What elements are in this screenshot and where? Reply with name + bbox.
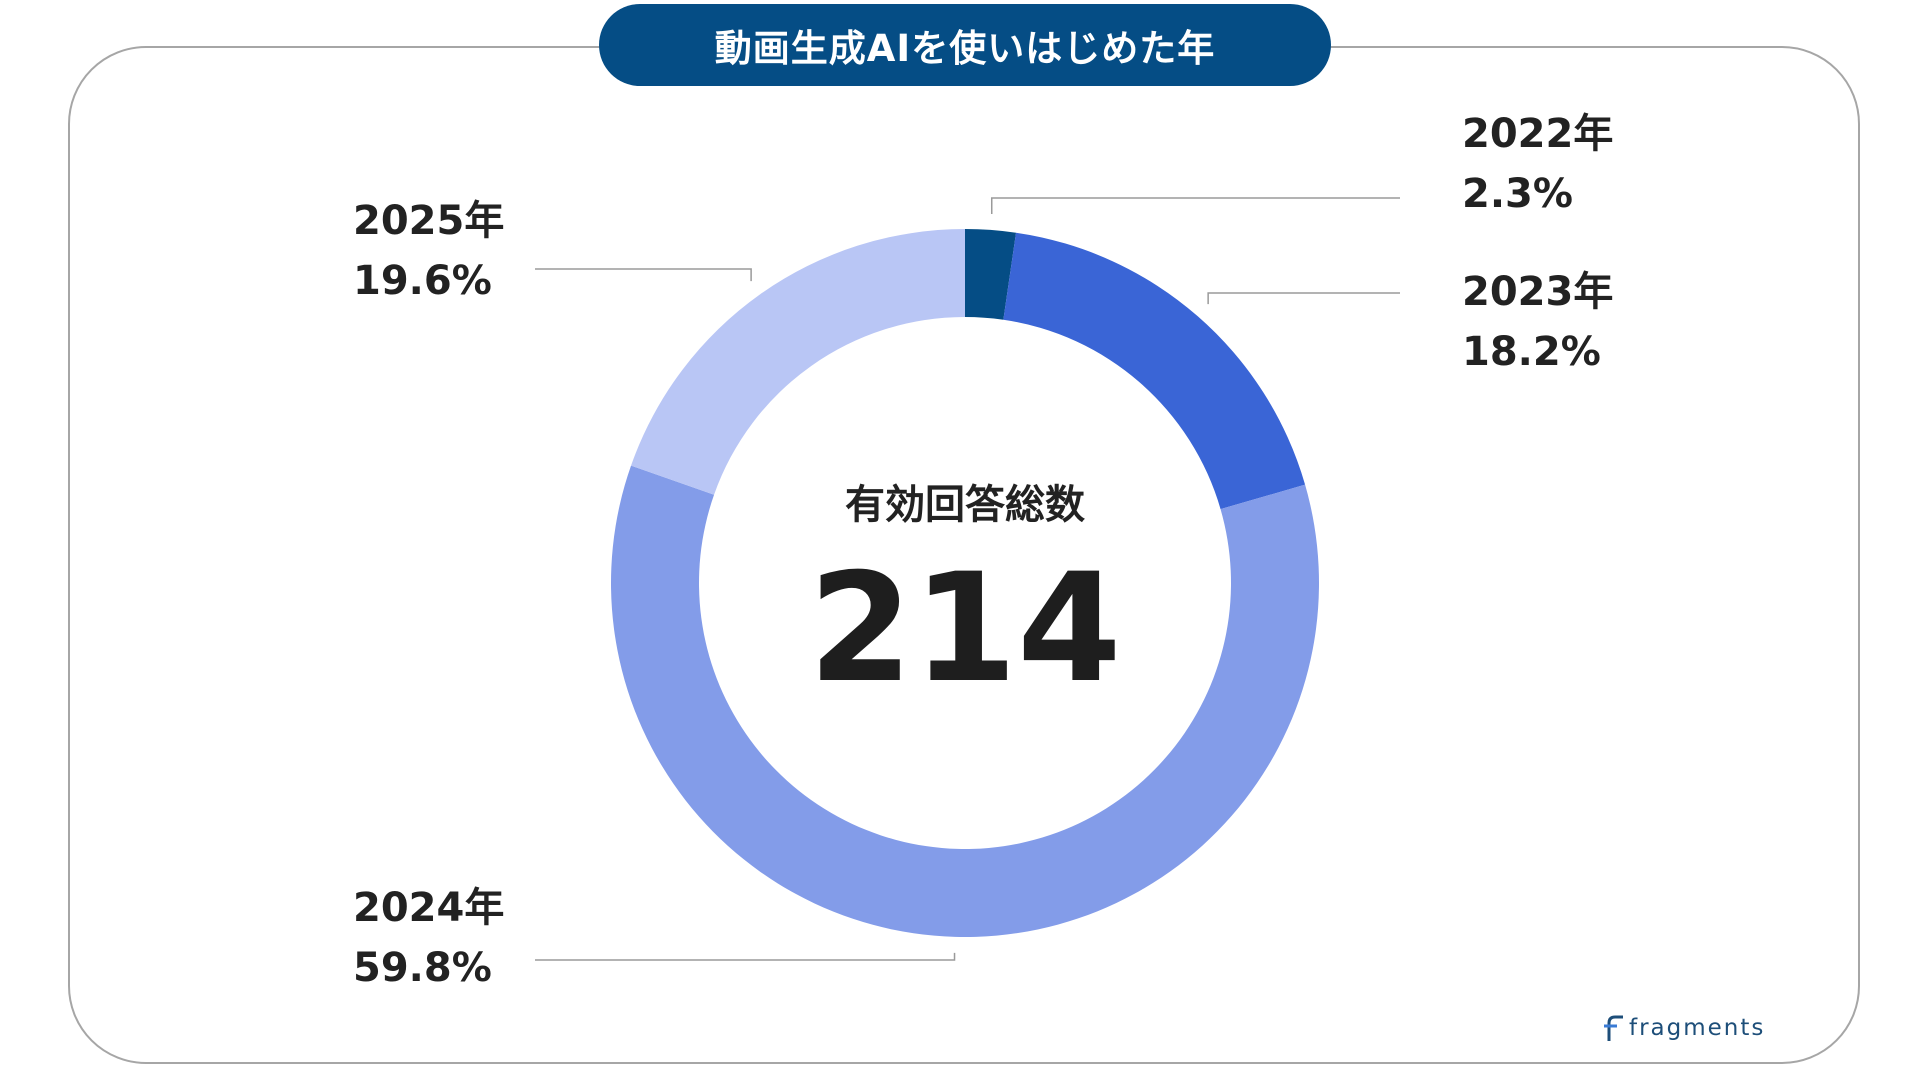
center-value: 214 — [808, 542, 1121, 716]
leader-line-2023 — [1207, 292, 1400, 305]
center-label: 有効回答総数 — [845, 482, 1085, 528]
slice-2022 — [965, 229, 1017, 320]
slice-label-year: 2023年 — [1462, 269, 1613, 315]
slice-2024 — [611, 465, 1320, 937]
slice-labels: 2022年 2.3% 2023年 18.2% 2024年 59.8% 2025年 19.6% — [353, 111, 1613, 991]
slice-label-percent: 18.2% — [1462, 329, 1601, 375]
slice-label-percent: 19.6% — [353, 258, 492, 304]
brand-name: fragments — [1629, 1015, 1766, 1041]
leader-line-2024 — [535, 952, 956, 961]
slice-2023 — [1003, 232, 1306, 510]
slice-label-percent: 59.8% — [353, 945, 492, 991]
slice-label-year: 2025年 — [353, 198, 504, 244]
chart-title: 動画生成AIを使いはじめた年 — [599, 4, 1331, 86]
slice-label-percent: 2.3% — [1462, 171, 1573, 217]
brand-logo: fragments — [1603, 1013, 1765, 1043]
slice-label-year: 2022年 — [1462, 111, 1613, 157]
leader-line-2022 — [990, 197, 1400, 214]
donut-slices — [611, 229, 1320, 937]
slice-2025 — [631, 229, 965, 495]
leader-lines — [535, 197, 1400, 961]
leader-line-2025 — [535, 268, 752, 282]
slice-label-year: 2024年 — [353, 885, 504, 931]
fragments-logo-icon — [1604, 1015, 1623, 1041]
